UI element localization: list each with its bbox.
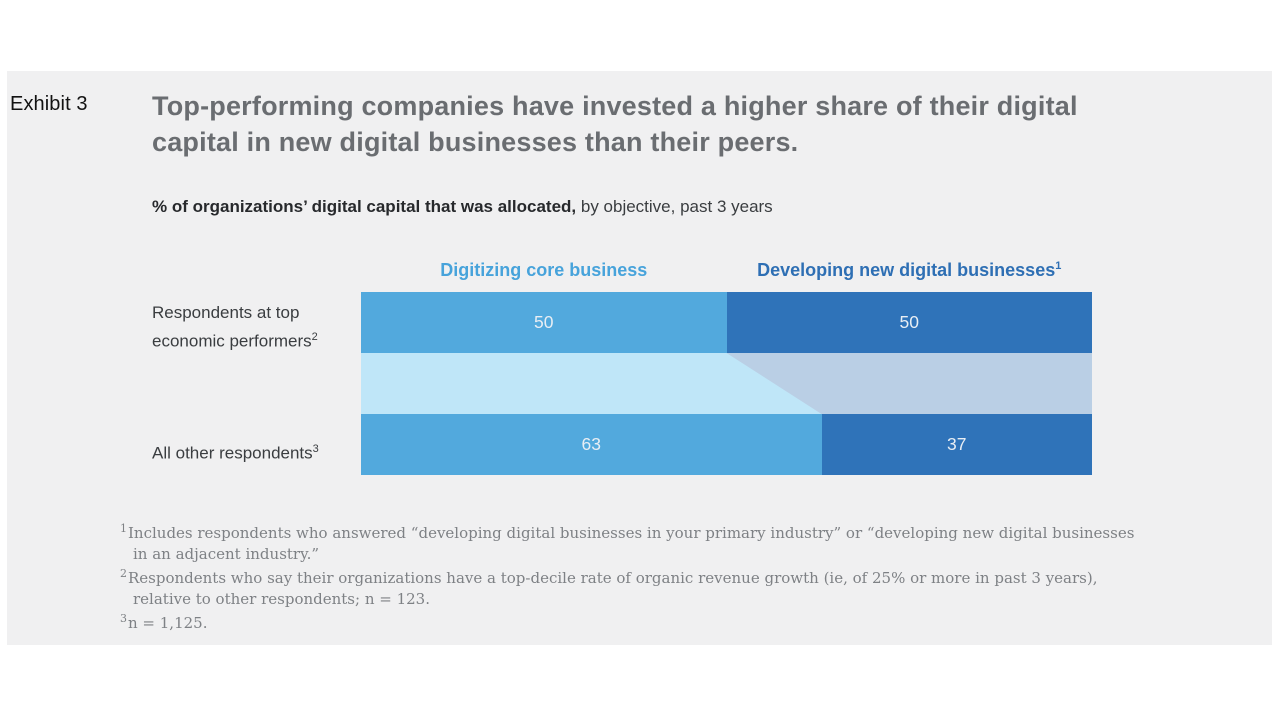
footnote-marker-2: 2 (311, 331, 318, 343)
footnote-1: 1Includes respondents who answered “deve… (120, 522, 1135, 563)
row-label-all-others: All other respondents3 (152, 443, 319, 463)
exhibit-title: Top-performing companies have invested a… (152, 91, 1078, 157)
bar-top-performers: 50 50 (361, 292, 1092, 353)
footnote-3: 3n = 1,125. (120, 612, 208, 632)
footnote-marker-1: 1 (1055, 260, 1062, 272)
bar-all-others: 63 37 (361, 414, 1092, 475)
bar-segment-value: 50 (361, 292, 727, 353)
bar-segment-value: 63 (361, 414, 822, 475)
row-label-top-performers: Respondents at top economic performers2 (152, 303, 318, 351)
bar-segment-value: 50 (726, 292, 1092, 353)
footnote-marker-3: 3 (312, 443, 319, 455)
chart-subtitle: % of organizations’ digital capital that… (152, 197, 773, 217)
bar-segment-value: 37 (821, 414, 1092, 475)
column-header-new-digital: Developing new digital businesses1 (757, 260, 1062, 280)
chart-subtitle-rest: by objective, past 3 years (576, 197, 773, 216)
flow-band (361, 353, 1092, 414)
column-header-digitizing-core: Digitizing core business (440, 260, 648, 280)
flow-band-developing-region (726, 353, 1092, 414)
footnote-2: 2Respondents who say their organizations… (120, 567, 1098, 608)
chart-subtitle-bold: % of organizations’ digital capital that… (152, 197, 577, 216)
footnotes: 1Includes respondents who answered “deve… (120, 519, 1142, 634)
column-headers: Digitizing core business Developing new … (361, 260, 1092, 281)
exhibit-number-label: Exhibit 3 (10, 93, 88, 115)
